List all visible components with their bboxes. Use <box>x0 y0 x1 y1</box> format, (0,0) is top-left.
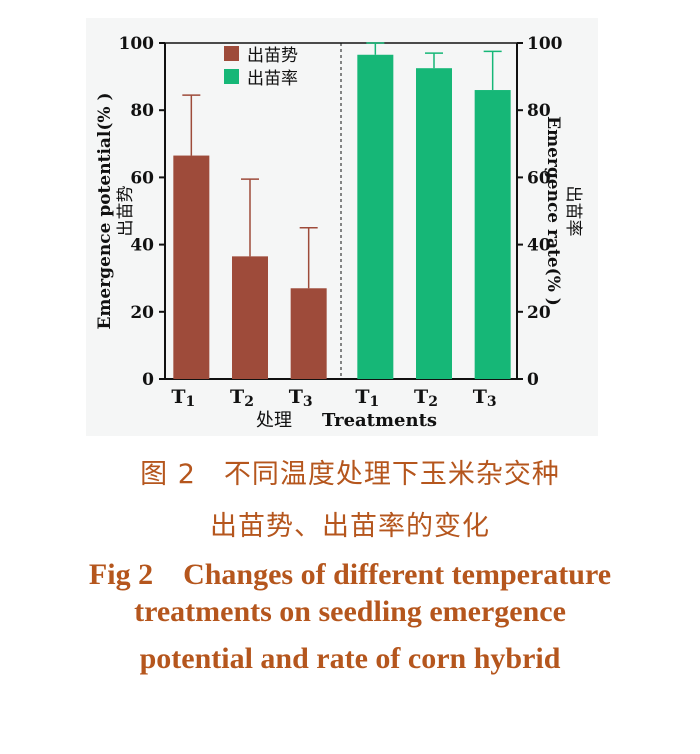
caption-cn-line-1: 图 2 不同温度处理下玉米杂交种 <box>140 459 560 490</box>
x-tick-label: T2 <box>230 386 254 410</box>
caption-cn-line-2: 出苗势、出苗率的变化 <box>210 511 490 542</box>
x-category-group: T1 T2 T3 T1 T2 T3 <box>171 386 496 410</box>
right-tick-label: 40 <box>527 236 551 256</box>
x-tick-label: T3 <box>289 386 313 410</box>
right-tick-label: 80 <box>527 101 551 121</box>
x-tick-label: T3 <box>473 386 497 410</box>
bar <box>173 155 210 379</box>
left-tick-group: 0 20 40 60 80 100 <box>119 34 165 390</box>
bar <box>357 54 394 379</box>
plot-background <box>86 18 598 436</box>
right-tick-label: 20 <box>527 303 551 323</box>
right-y-axis-title-cn: 出苗率 <box>563 186 583 237</box>
right-tick-label: 0 <box>527 370 539 390</box>
right-tick-label: 100 <box>527 34 563 54</box>
left-y-axis-title-en: Emergence potential(% ) <box>95 92 115 329</box>
x-axis-title-en: Treatments <box>322 410 437 431</box>
left-tick-label: 100 <box>119 34 155 54</box>
chart: 0 20 40 60 80 100 0 20 40 60 80 100 T1 T2 T3 T1 T2 T3 出… <box>86 18 598 436</box>
left-tick-label: 80 <box>130 101 154 121</box>
x-tick-label: T1 <box>355 386 379 410</box>
right-tick-group: 0 20 40 60 80 100 <box>517 34 563 390</box>
legend-label-emergence-rate: 出苗率 <box>247 69 298 89</box>
caption-en-line-1: Fig 2 Changes of different temperature <box>88 558 612 591</box>
left-tick-label: 0 <box>142 370 154 390</box>
bar <box>416 68 452 379</box>
right-tick-label: 60 <box>527 168 551 188</box>
left-tick-label: 20 <box>130 303 154 323</box>
x-tick-label: T2 <box>414 386 438 410</box>
left-y-axis-title-cn: 出苗势 <box>116 186 136 237</box>
bar <box>290 288 327 379</box>
left-tick-label: 40 <box>130 236 154 256</box>
x-tick-label: T1 <box>171 386 195 410</box>
x-axis-title-cn: 处理 <box>256 410 292 431</box>
legend-label-emergence-potential: 出苗势 <box>247 46 298 66</box>
legend-swatch-emergence-rate <box>224 69 239 84</box>
bar-group <box>173 42 511 379</box>
right-y-axis-title-en: Emergence rate(% ) <box>543 116 563 306</box>
caption-en-line-2: treatments on seedling emergence <box>134 595 566 628</box>
legend-swatch-emergence-potential <box>224 46 239 61</box>
bar <box>474 90 511 379</box>
left-tick-label: 60 <box>130 168 154 188</box>
bar <box>232 256 268 379</box>
caption-en-line-3: potential and rate of corn hybrid <box>139 642 561 675</box>
